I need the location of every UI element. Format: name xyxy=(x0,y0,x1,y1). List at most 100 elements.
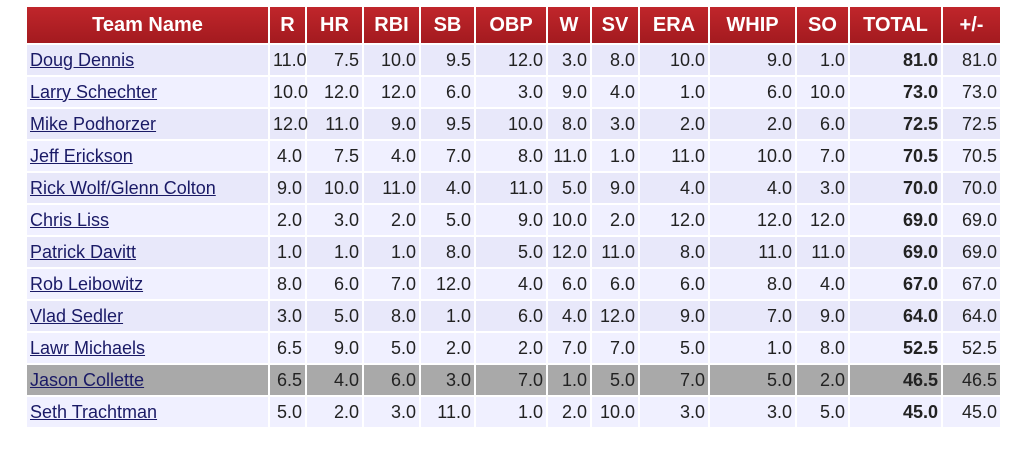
column-header: Team Name xyxy=(27,7,268,43)
stat-cell: 9.0 xyxy=(270,173,305,203)
stat-cell: 8.0 xyxy=(710,269,795,299)
stat-cell: 8.0 xyxy=(592,45,638,75)
stat-cell: 3.0 xyxy=(592,109,638,139)
stat-cell: 7.0 xyxy=(548,333,590,363)
team-cell: Patrick Davitt xyxy=(27,237,268,267)
stat-cell: 10.0 xyxy=(640,45,708,75)
total-cell: 64.0 xyxy=(850,301,941,331)
stat-cell: 6.0 xyxy=(476,301,546,331)
stat-cell: 11.0 xyxy=(548,141,590,171)
total-cell: 73.0 xyxy=(850,77,941,107)
stat-cell: 9.0 xyxy=(797,301,848,331)
stat-cell: 4.0 xyxy=(270,141,305,171)
stat-cell: 10.0 xyxy=(548,205,590,235)
stat-cell: 70.0 xyxy=(943,173,1000,203)
stat-cell: 1.0 xyxy=(476,397,546,427)
stat-cell: 1.0 xyxy=(307,237,362,267)
team-link[interactable]: Jason Collette xyxy=(30,369,145,390)
stat-cell: 12.0 xyxy=(548,237,590,267)
stat-cell: 7.5 xyxy=(307,141,362,171)
team-cell: Chris Liss xyxy=(27,205,268,235)
stat-cell: 64.0 xyxy=(943,301,1000,331)
stat-cell: 9.0 xyxy=(476,205,546,235)
stat-cell: 10.0 xyxy=(364,45,419,75)
stat-cell: 9.0 xyxy=(364,109,419,139)
column-header: TOTAL xyxy=(850,7,941,43)
stat-cell: 3.0 xyxy=(307,205,362,235)
stat-cell: 12.0 xyxy=(270,109,308,139)
stat-cell: 1.0 xyxy=(797,45,848,75)
stat-cell: 10.0 xyxy=(307,173,362,203)
team-row: Mike Podhorzer 12.0 11.0 9.0 9.5 10.0 8.0 3.0 2.… xyxy=(27,109,1000,139)
stat-cell: 5.0 xyxy=(592,365,638,395)
team-link[interactable]: Mike Podhorzer xyxy=(30,113,157,134)
stat-cell: 73.0 xyxy=(943,77,1000,107)
team-link[interactable]: Seth Trachtman xyxy=(30,401,158,422)
stat-cell: 10.0 xyxy=(476,109,546,139)
team-link[interactable]: Jeff Erickson xyxy=(30,145,133,166)
team-cell: Jeff Erickson xyxy=(27,141,268,171)
stat-cell: 2.0 xyxy=(270,205,305,235)
total-cell: 69.0 xyxy=(850,237,941,267)
stat-cell: 81.0 xyxy=(943,45,1000,75)
team-cell: Seth Trachtman xyxy=(27,397,268,427)
stat-cell: 4.0 xyxy=(307,365,362,395)
stat-cell: 6.0 xyxy=(364,365,419,395)
team-row: Vlad Sedler 3.0 5.0 8.0 1.0 6.0 4.0 12.0 9.0 7.0 9… xyxy=(27,301,1000,331)
stat-cell: 2.0 xyxy=(307,397,362,427)
stat-cell: 11.0 xyxy=(710,237,795,267)
stat-cell: 3.0 xyxy=(364,397,419,427)
stat-cell: 8.0 xyxy=(797,333,848,363)
team-cell: Rick Wolf/Glenn Colton xyxy=(27,173,268,203)
team-link[interactable]: Chris Liss xyxy=(30,209,110,230)
stat-cell: 7.0 xyxy=(364,269,419,299)
total-cell: 81.0 xyxy=(850,45,941,75)
team-link[interactable]: Rob Leibowitz xyxy=(30,273,144,294)
column-header: WHIP xyxy=(710,7,795,43)
column-header: SV xyxy=(592,7,638,43)
column-header: +/- xyxy=(943,7,1000,43)
stat-cell: 2.0 xyxy=(548,397,590,427)
stat-cell: 12.0 xyxy=(710,205,795,235)
stat-cell: 45.0 xyxy=(943,397,1000,427)
column-header: HR xyxy=(307,7,362,43)
team-cell: Lawr Michaels xyxy=(27,333,268,363)
standings-table: Team Name R HR RBI SB OBP W SV ERA WHIP SO TOTAL +/-… xyxy=(25,5,1002,429)
total-cell: 67.0 xyxy=(850,269,941,299)
stat-cell: 1.0 xyxy=(592,141,638,171)
stat-cell: 6.0 xyxy=(548,269,590,299)
stat-cell: 8.0 xyxy=(364,301,419,331)
total-cell: 45.0 xyxy=(850,397,941,427)
stat-cell: 7.5 xyxy=(307,45,362,75)
stat-cell: 67.0 xyxy=(943,269,1000,299)
stat-cell: 1.0 xyxy=(548,365,590,395)
team-link[interactable]: Lawr Michaels xyxy=(30,337,146,358)
column-header: RBI xyxy=(364,7,419,43)
team-row: Chris Liss 2.0 3.0 2.0 5.0 9.0 10.0 2.0 12.0 12.0… xyxy=(27,205,1000,235)
team-link[interactable]: Patrick Davitt xyxy=(30,241,137,262)
team-cell: Doug Dennis xyxy=(27,45,268,75)
team-link[interactable]: Larry Schechter xyxy=(30,81,158,102)
stat-cell: 9.0 xyxy=(592,173,638,203)
team-link[interactable]: Vlad Sedler xyxy=(30,305,124,326)
team-row: Jeff Erickson 4.0 7.5 4.0 7.0 8.0 11.0 1.0 11.0 1… xyxy=(27,141,1000,171)
team-row: Rob Leibowitz 8.0 6.0 7.0 12.0 4.0 6.0 6.0 6.0 8.… xyxy=(27,269,1000,299)
column-header: OBP xyxy=(476,7,546,43)
team-link[interactable]: Doug Dennis xyxy=(30,49,135,70)
stat-cell: 1.0 xyxy=(270,237,305,267)
total-cell: 52.5 xyxy=(850,333,941,363)
stat-cell: 7.0 xyxy=(592,333,638,363)
stat-cell: 4.0 xyxy=(797,269,848,299)
stat-cell: 4.0 xyxy=(592,77,638,107)
stat-cell: 3.0 xyxy=(710,397,795,427)
stat-cell: 6.0 xyxy=(421,77,474,107)
team-link[interactable]: Rick Wolf/Glenn Colton xyxy=(30,177,216,198)
column-header: R xyxy=(270,7,305,43)
stat-cell: 8.0 xyxy=(548,109,590,139)
team-row: Rick Wolf/Glenn Colton 9.0 10.0 11.0 4.0 11.0… xyxy=(27,173,1000,203)
stat-cell: 7.0 xyxy=(421,141,474,171)
stat-cell: 12.0 xyxy=(476,45,546,75)
stat-cell: 6.0 xyxy=(640,269,708,299)
stat-cell: 10.0 xyxy=(710,141,795,171)
